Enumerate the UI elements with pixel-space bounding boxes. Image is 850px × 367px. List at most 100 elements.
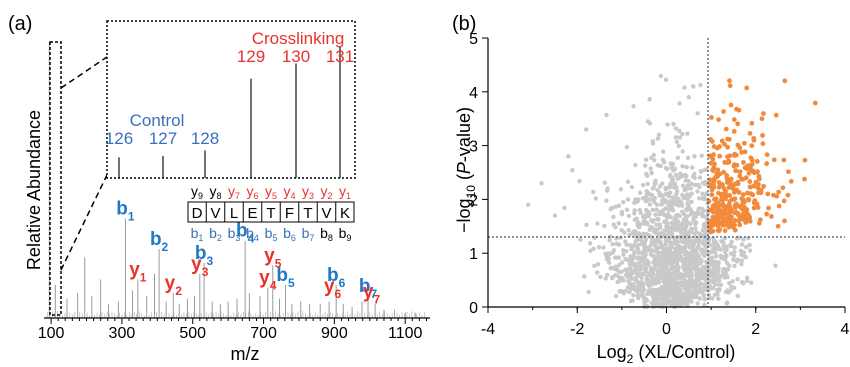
y-ion-annotation: y2	[320, 183, 332, 201]
y-ion-label: y2	[165, 273, 183, 298]
volcano-point	[650, 207, 655, 213]
volcano-point	[704, 270, 710, 276]
volcano-point	[650, 139, 656, 144]
volcano-point	[650, 292, 656, 298]
volcano-point-significant	[757, 217, 763, 223]
volcano-point	[676, 219, 681, 225]
volcano-point	[668, 262, 674, 268]
volcano-y-axis-label: −log10 (P-value)	[454, 107, 478, 233]
volcano-point	[678, 254, 683, 260]
volcano-point	[623, 267, 628, 273]
volcano-point	[633, 238, 639, 244]
volcano-point	[683, 230, 688, 235]
volcano-point	[699, 153, 704, 158]
volcano-point	[643, 231, 649, 237]
volcano-point	[712, 292, 718, 298]
volcano-point	[639, 235, 644, 240]
volcano-point	[661, 160, 667, 165]
volcano-point	[616, 221, 622, 226]
b-ion-label: b1	[116, 199, 135, 224]
volcano-point-significant	[721, 196, 727, 202]
volcano-point	[654, 207, 659, 212]
volcano-point	[693, 234, 698, 240]
volcano-point-significant	[707, 207, 713, 213]
volcano-point	[673, 172, 679, 178]
zoom-region-box	[49, 41, 62, 316]
volcano-point	[566, 154, 571, 159]
volcano-point-significant	[714, 213, 720, 219]
volcano-point	[690, 165, 695, 170]
volcano-point-significant	[719, 191, 725, 197]
volcano-point	[665, 221, 670, 226]
volcano-point	[636, 293, 641, 299]
volcano-point	[655, 232, 661, 237]
volcano-point-significant	[754, 201, 760, 207]
volcano-point	[693, 267, 698, 272]
volcano-point	[631, 262, 636, 267]
volcano-point	[684, 222, 689, 227]
volcano-point	[743, 244, 749, 250]
volcano-point-significant	[706, 198, 712, 204]
volcano-point	[627, 266, 633, 271]
volcano-point	[683, 234, 689, 239]
volcano-point	[661, 274, 666, 280]
volcano-point	[717, 273, 722, 279]
volcano-point	[643, 198, 648, 204]
volcano-point	[650, 239, 656, 244]
volcano-point	[680, 149, 685, 154]
peptide-residue: T	[266, 205, 275, 222]
volcano-point-significant	[747, 184, 753, 190]
volcano-point	[672, 296, 677, 301]
volcano-point-significant	[711, 152, 716, 158]
volcano-point	[672, 166, 678, 171]
volcano-point	[625, 179, 631, 185]
volcano-point	[681, 282, 687, 288]
volcano-point	[731, 257, 736, 262]
volcano-point-significant	[785, 192, 791, 198]
volcano-point-significant	[731, 117, 737, 122]
volcano-y-label-rest: -value)	[454, 107, 474, 162]
volcano-point	[698, 169, 704, 174]
volcano-point	[685, 213, 690, 219]
volcano-point	[608, 266, 613, 271]
volcano-point	[656, 288, 661, 293]
volcano-point	[722, 235, 728, 241]
volcano-x-label-rest: (XL/Control)	[633, 342, 735, 362]
volcano-point	[653, 266, 658, 272]
volcano-point	[644, 304, 650, 309]
volcano-point	[680, 131, 685, 137]
volcano-point-significant	[717, 226, 723, 232]
volcano-point-significant	[760, 133, 765, 138]
volcano-point-significant	[760, 141, 766, 147]
volcano-point	[675, 202, 680, 208]
volcano-x-label-sub: 2	[627, 352, 634, 366]
volcano-point	[611, 214, 616, 220]
volcano-point	[675, 268, 680, 273]
volcano-point-significant	[711, 144, 717, 149]
volcano-point-significant	[732, 153, 737, 159]
volcano-point	[746, 235, 751, 241]
volcano-point	[682, 85, 687, 90]
reporter-mass-label: 130	[282, 47, 310, 66]
volcano-point	[693, 257, 699, 262]
volcano-point	[647, 192, 653, 197]
volcano-point	[701, 233, 706, 238]
volcano-point	[724, 260, 730, 266]
volcano-point	[624, 242, 629, 247]
volcano-point	[591, 189, 596, 195]
volcano-point-significant	[708, 160, 714, 166]
volcano-point	[602, 180, 607, 185]
volcano-point-significant	[768, 214, 774, 219]
volcano-point	[651, 298, 656, 303]
volcano-y-tick-label: 3	[469, 139, 478, 156]
reporter-mass-label: 129	[237, 47, 265, 66]
volcano-point-significant	[713, 196, 719, 202]
volcano-point	[679, 302, 684, 307]
volcano-point	[598, 274, 603, 280]
volcano-point	[655, 294, 661, 299]
volcano-point-significant	[723, 126, 729, 132]
y-ion-label: y5	[264, 246, 282, 271]
volcano-point	[583, 127, 589, 132]
volcano-point	[688, 211, 694, 217]
volcano-point	[616, 255, 622, 260]
